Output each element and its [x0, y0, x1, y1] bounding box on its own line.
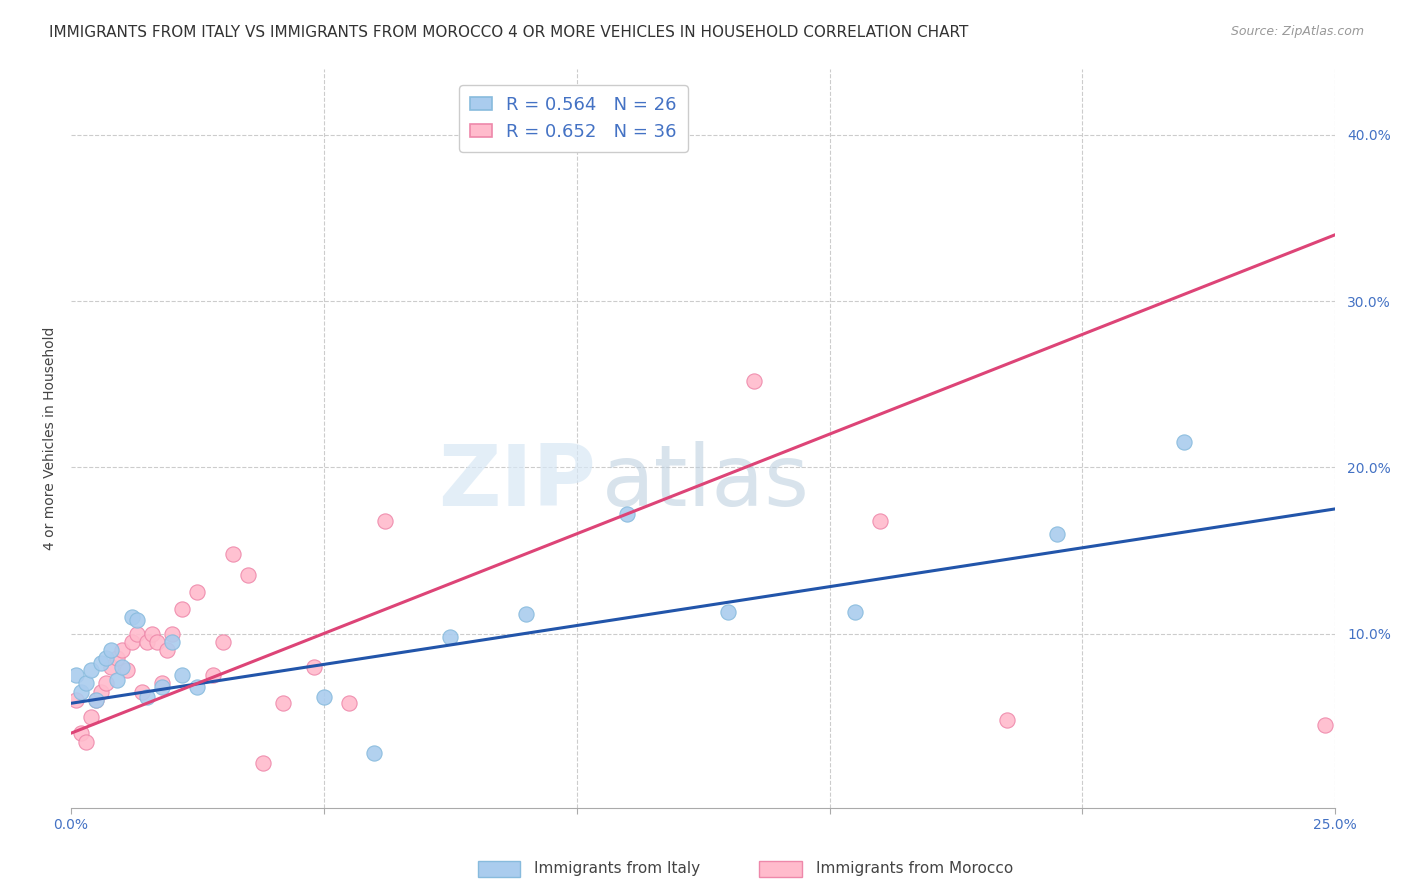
Point — [65, 668, 87, 682]
Text: Immigrants from Italy: Immigrants from Italy — [534, 862, 700, 876]
Point — [1046, 526, 1069, 541]
Text: ZIP: ZIP — [437, 442, 596, 524]
Point — [84, 693, 107, 707]
Point — [110, 659, 132, 673]
Point — [100, 659, 122, 673]
Point — [80, 663, 103, 677]
Point — [616, 507, 638, 521]
Point — [131, 684, 153, 698]
Point — [75, 734, 97, 748]
Point — [236, 568, 259, 582]
Text: Immigrants from Morocco: Immigrants from Morocco — [815, 862, 1012, 876]
Point — [75, 676, 97, 690]
Point — [110, 643, 132, 657]
Point — [121, 635, 143, 649]
Point — [105, 651, 128, 665]
Y-axis label: 4 or more Vehicles in Household: 4 or more Vehicles in Household — [44, 326, 58, 550]
Point — [135, 690, 157, 704]
Point — [121, 610, 143, 624]
Point — [252, 756, 274, 771]
Point — [302, 659, 325, 673]
Point — [70, 726, 93, 740]
Point — [100, 643, 122, 657]
Point — [222, 547, 245, 561]
Point — [150, 676, 173, 690]
Point — [160, 626, 183, 640]
Point — [374, 514, 396, 528]
Point — [156, 643, 179, 657]
Point — [90, 657, 112, 671]
Point — [150, 680, 173, 694]
Point — [186, 680, 208, 694]
Point — [995, 713, 1018, 727]
Point — [201, 668, 224, 682]
Point — [717, 605, 740, 619]
Point — [65, 693, 87, 707]
Point — [80, 709, 103, 723]
Point — [439, 630, 461, 644]
Point — [115, 663, 138, 677]
Point — [105, 673, 128, 687]
Point — [844, 605, 866, 619]
Point — [742, 374, 765, 388]
Text: IMMIGRANTS FROM ITALY VS IMMIGRANTS FROM MOROCCO 4 OR MORE VEHICLES IN HOUSEHOLD: IMMIGRANTS FROM ITALY VS IMMIGRANTS FROM… — [49, 25, 969, 40]
Point — [515, 136, 537, 151]
Point — [1173, 435, 1195, 450]
Point — [211, 635, 233, 649]
Point — [146, 635, 169, 649]
Point — [337, 696, 360, 710]
Point — [186, 585, 208, 599]
Point — [172, 601, 194, 615]
Point — [96, 676, 118, 690]
Point — [141, 626, 163, 640]
Point — [273, 696, 295, 710]
Point — [125, 613, 148, 627]
Point — [160, 635, 183, 649]
Point — [90, 684, 112, 698]
Point — [515, 607, 537, 621]
Text: Source: ZipAtlas.com: Source: ZipAtlas.com — [1230, 25, 1364, 38]
Point — [125, 626, 148, 640]
Point — [135, 635, 157, 649]
Legend: R = 0.564   N = 26, R = 0.652   N = 36: R = 0.564 N = 26, R = 0.652 N = 36 — [460, 85, 688, 152]
Point — [172, 668, 194, 682]
Point — [312, 690, 335, 704]
Point — [363, 746, 385, 760]
Point — [84, 693, 107, 707]
Point — [96, 651, 118, 665]
Point — [70, 684, 93, 698]
Point — [1315, 718, 1337, 732]
Text: atlas: atlas — [602, 442, 810, 524]
Point — [869, 514, 891, 528]
